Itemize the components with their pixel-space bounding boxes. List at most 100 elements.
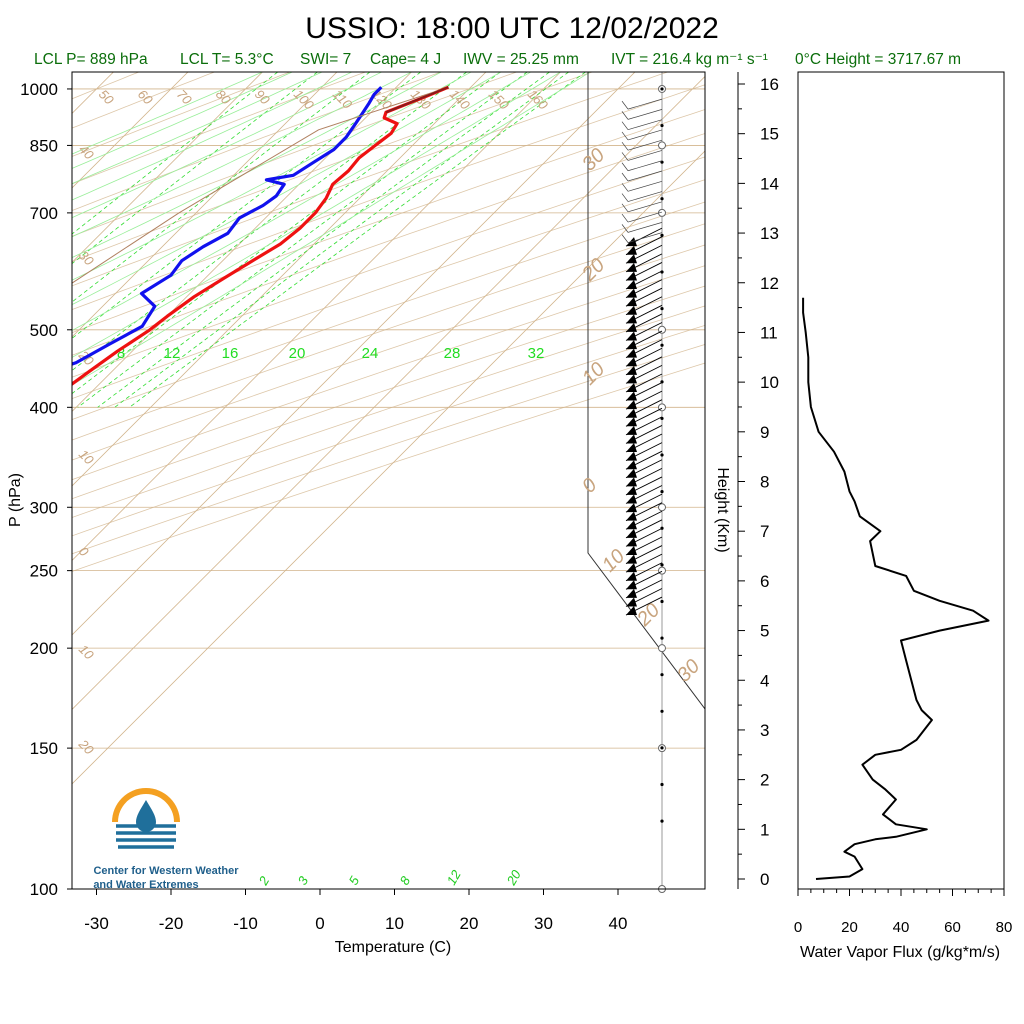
pressure-tick-label: 400 <box>30 398 58 417</box>
isotherm-line <box>72 72 263 264</box>
wind-dot <box>660 490 664 494</box>
wind-barb-feather <box>621 203 629 213</box>
wind-flag <box>626 297 637 307</box>
mixing-ratio-label: 32 <box>528 345 545 362</box>
wind-flag <box>626 477 637 487</box>
moist-adiabat-line <box>72 72 472 281</box>
moist-adiabat-line <box>72 72 293 169</box>
wind-dot <box>660 782 664 787</box>
isotherm-line <box>72 75 705 711</box>
temperature-line <box>72 85 450 387</box>
height-tick-label: 6 <box>760 572 769 591</box>
wind-flag <box>626 545 637 555</box>
mixing-ratio-label: 3 <box>295 873 312 887</box>
moist-adiabat-line <box>72 72 442 259</box>
wind-barb-feather <box>621 183 629 192</box>
wind-dot <box>660 123 664 128</box>
pressure-tick-label: 250 <box>30 562 58 581</box>
isotherm-label: 10 <box>578 358 609 389</box>
wind-flag <box>626 434 637 444</box>
mixing-ratio-label: 20 <box>503 867 524 889</box>
isotherm-line <box>72 72 487 487</box>
wind-level-circle <box>658 644 666 653</box>
wind-flag <box>626 417 637 427</box>
wind-barb-feather <box>621 234 629 243</box>
height-tick-label: 2 <box>760 771 769 790</box>
height-tick-label: 3 <box>760 721 769 740</box>
pressure-tick-label: 150 <box>30 739 58 758</box>
temperature-tick-label: 0 <box>315 914 324 933</box>
wind-flag <box>626 425 637 435</box>
parcel-line <box>72 86 449 284</box>
mixing-ratio-label: 8 <box>117 345 125 362</box>
chart-subtitle: LCL P= 889 hPa LCL T= 5.3°C SWI= 7 Cape=… <box>34 51 961 68</box>
flux-tick-label: 0 <box>794 919 802 936</box>
wind-dot <box>660 563 664 567</box>
wind-barb-column <box>621 72 666 893</box>
dry-adiabat-line <box>72 72 668 287</box>
wind-barb-feather <box>621 121 629 130</box>
wind-barb-feather <box>621 100 629 110</box>
wind-dot <box>660 307 664 311</box>
moist-adiabat-line <box>72 72 323 185</box>
mixing-ratio-label: 28 <box>444 345 461 362</box>
wind-flag <box>626 563 637 573</box>
wind-barb <box>627 232 663 243</box>
moist-adiabat-line <box>72 72 382 219</box>
wind-flag <box>626 271 637 281</box>
mixing-ratio-line <box>72 72 467 371</box>
wind-flag <box>626 262 637 272</box>
height-tick-label: 12 <box>760 274 779 293</box>
wind-dot <box>660 160 664 164</box>
flux-tick-label: 40 <box>893 919 910 936</box>
wind-dot <box>660 233 664 237</box>
dry-adiabat-line <box>72 72 291 157</box>
flux-tick-label: 20 <box>841 919 858 936</box>
pressure-tick-label: 200 <box>30 639 58 658</box>
isotherm-label: 30 <box>578 144 609 175</box>
skewt-xlabel: Temperature (C) <box>335 939 451 956</box>
wind-dot <box>660 819 664 823</box>
moist-adiabat-line <box>72 72 561 358</box>
mixing-ratio-label: 2 <box>255 873 272 888</box>
wind-dot <box>660 636 664 640</box>
mixing-ratio-label: 12 <box>444 867 465 888</box>
wind-dot <box>660 453 664 457</box>
wind-panel-boundary <box>587 72 705 710</box>
wind-flag <box>626 520 637 530</box>
wind-flag <box>626 588 637 598</box>
zero-degree-height: 0°C Height = 3717.67 m <box>795 51 961 68</box>
wind-flag <box>626 314 637 324</box>
wind-flag <box>626 400 637 410</box>
wind-barb <box>627 191 663 202</box>
dry-adiabat-line <box>72 72 366 185</box>
isotherm-label: 0 <box>578 474 601 497</box>
height-tick-label: 16 <box>760 75 779 94</box>
chart-title: USSIO: 18:00 UTC 12/02/2022 <box>305 12 719 45</box>
wind-flag <box>626 606 637 616</box>
mixing-ratio-label: 24 <box>362 345 379 362</box>
logo-line-2: and Water Extremes <box>93 879 198 891</box>
pressure-tick-label: 300 <box>30 498 58 517</box>
moist-adiabat-line <box>72 72 353 201</box>
dry-adiabat-line <box>72 109 705 334</box>
wind-barb-feather <box>621 111 629 120</box>
wind-level-circle <box>658 503 666 512</box>
mixing-ratio-line <box>72 72 371 303</box>
dry-adiabat-label: 150 <box>486 87 512 113</box>
dewpoint-line <box>72 86 383 366</box>
ivt-value: IVT = 216.4 kg m⁻¹ s⁻¹ <box>611 51 768 68</box>
wind-flag <box>626 554 637 564</box>
wind-barb <box>627 109 663 120</box>
wind-level-circle <box>658 141 666 150</box>
moist-adiabat-line <box>72 72 263 155</box>
mixing-ratio-label: 20 <box>289 345 306 362</box>
flux-xlabel: Water Vapor Flux (g/kg*m/s) <box>800 944 1000 961</box>
dry-adiabat-line <box>72 223 705 441</box>
dry-adiabat-label: 140 <box>447 87 473 113</box>
wind-barb-feather <box>621 131 629 141</box>
wind-flag <box>626 451 637 461</box>
wind-flag <box>626 597 637 607</box>
